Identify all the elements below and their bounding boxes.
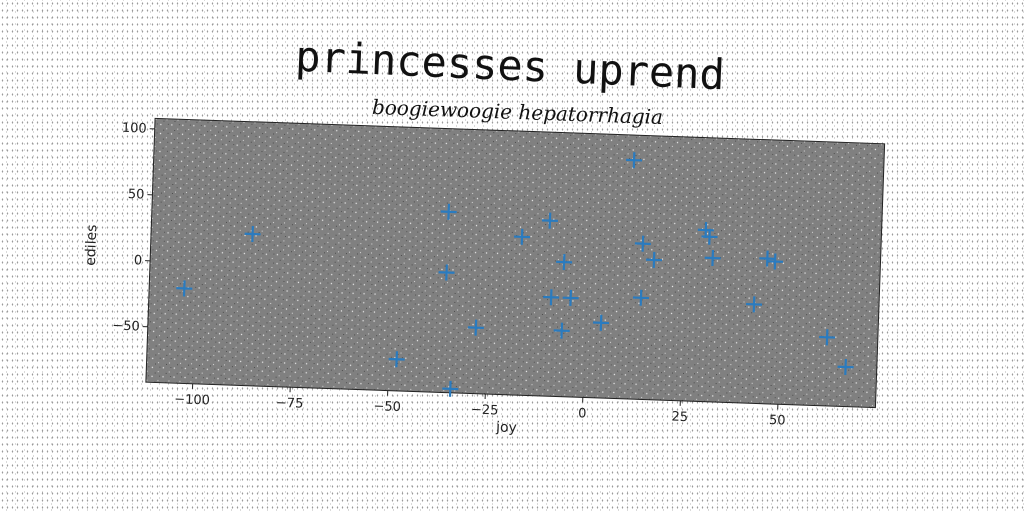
scatter-point	[626, 152, 643, 169]
scatter-point	[438, 264, 455, 281]
scatter-point	[593, 314, 610, 331]
scatter-point	[704, 249, 721, 267]
y-tick-label: −50	[112, 319, 140, 335]
x-tick-label: −75	[276, 396, 304, 412]
scatter-point	[767, 253, 784, 270]
x-tick-label: −100	[174, 392, 210, 408]
chart-title: boogiewoogie hepatorrhagia	[372, 95, 664, 129]
x-tick-label: −25	[471, 403, 499, 419]
x-axis-label: joy	[495, 419, 517, 436]
scatter-point	[388, 351, 405, 368]
scatter-point	[562, 289, 579, 306]
y-axis-label: ediles	[83, 224, 100, 266]
scatter-point	[553, 322, 570, 339]
scatter-point	[697, 222, 714, 239]
plot-background	[145, 117, 886, 409]
scatter-points	[176, 152, 854, 397]
scatter-point	[541, 212, 558, 229]
scatter-point	[176, 280, 193, 297]
chart-suptitle: princesses uprend	[294, 32, 726, 100]
plot-area: boogiewoogie hepatorrhagia −50 0 50 100 −10…	[83, 95, 886, 436]
scatter-point	[440, 203, 457, 220]
scatter-point	[513, 228, 531, 245]
scatter-point	[442, 380, 459, 397]
scatter-point	[244, 225, 261, 243]
scatter-point	[556, 254, 573, 271]
x-tick-label: −50	[373, 399, 401, 415]
x-tick-label: 25	[671, 410, 688, 426]
x-axis: −100 −75 −50 −25 0 25 50	[174, 383, 786, 429]
x-tick-label: 50	[769, 413, 786, 429]
x-tick-label: 0	[578, 406, 587, 421]
y-axis: −50 0 50 100	[112, 121, 155, 335]
y-tick-label: 100	[122, 121, 147, 137]
y-tick-label: 0	[134, 253, 143, 268]
scatter-point	[645, 251, 663, 268]
scatter-point	[701, 228, 718, 245]
y-tick-label: 50	[128, 187, 145, 203]
scatter-point	[632, 289, 650, 306]
scatter-point	[837, 358, 854, 376]
scatter-point	[819, 329, 836, 346]
scatter-point	[634, 235, 651, 252]
scatter-point	[759, 250, 776, 267]
scatter-point	[467, 319, 484, 336]
scatter-point	[543, 289, 560, 306]
scatter-point	[745, 296, 763, 313]
